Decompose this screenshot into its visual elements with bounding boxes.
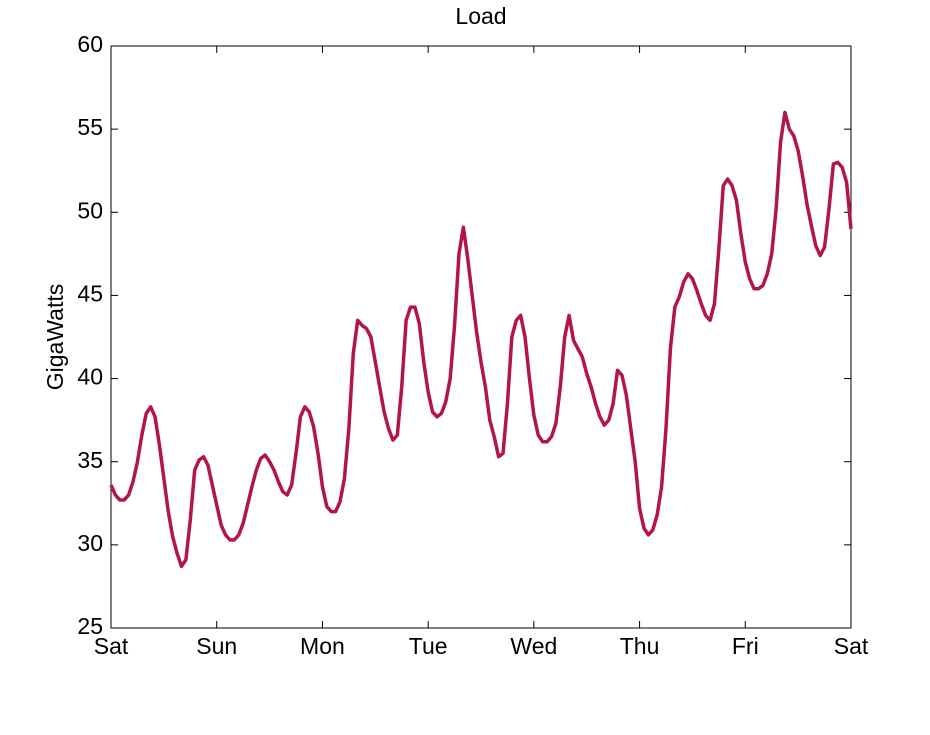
y-tick-label: 30 (77, 530, 103, 556)
y-axis-label: GigaWatts (42, 284, 68, 391)
y-tick-label: 25 (77, 613, 103, 639)
y-tick-label: 55 (77, 114, 103, 140)
x-tick-label: Sat (834, 633, 869, 659)
x-tick-label: Mon (300, 633, 345, 659)
x-tick-label: Wed (510, 633, 557, 659)
chart-title: Load (455, 3, 506, 29)
x-tick-label: Thu (620, 633, 660, 659)
y-tick-label: 40 (77, 364, 103, 390)
plot-frame (110, 45, 852, 629)
load-line (109, 110, 853, 569)
y-tick-label: 45 (77, 281, 103, 307)
x-tick-label: Fri (732, 633, 759, 659)
y-tick-label: 35 (77, 447, 103, 473)
y-tick-label: 50 (77, 197, 103, 223)
y-tick-label: 60 (77, 31, 103, 57)
x-tick-label: Sat (94, 633, 129, 659)
x-tick-label: Tue (409, 633, 448, 659)
x-tick-label: Sun (196, 633, 237, 659)
